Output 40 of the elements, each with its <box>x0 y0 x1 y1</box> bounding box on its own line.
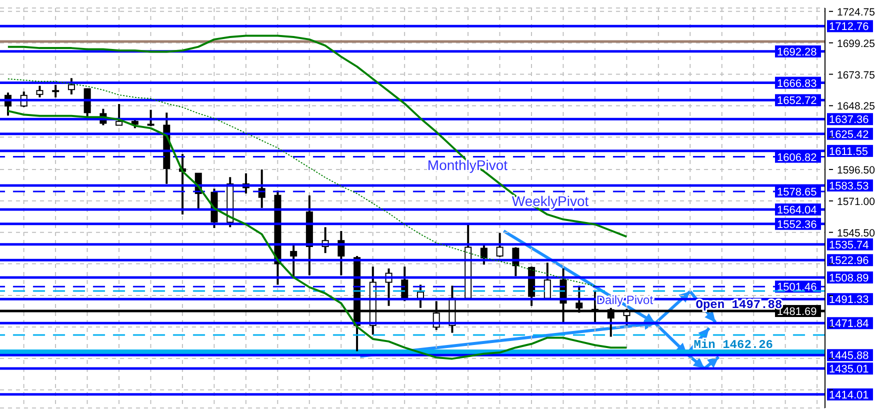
ref-line-label: 1508.89 <box>829 272 869 284</box>
candlestick <box>258 168 266 209</box>
y-tick-label: 1596.50 <box>837 164 875 176</box>
ref-line-label: 1712.76 <box>829 21 869 34</box>
ref-line-label: 1692.28 <box>777 46 817 58</box>
line-series <box>6 110 628 360</box>
y-tick-label: 1673.75 <box>837 69 875 82</box>
ref-line-label: 1625.42 <box>829 128 869 141</box>
ref-line-label: 1564.04 <box>777 204 817 216</box>
ref-line-label: 1583.53 <box>829 180 869 192</box>
y-tick-label: 1648.25 <box>837 100 875 113</box>
candlestick <box>480 243 488 266</box>
y-tick-label: 1724.75 <box>837 6 875 18</box>
ref-line-label: 1491.33 <box>829 294 869 306</box>
ref-line-label: 1637.36 <box>829 114 869 126</box>
ref-line-label: 1445.88 <box>829 350 869 362</box>
ref-line-label: 1666.83 <box>777 78 817 90</box>
line-series <box>6 34 628 238</box>
ref-line-label: 1471.84 <box>829 318 869 330</box>
ref-line-label: 1522.96 <box>829 255 869 268</box>
ref-line-label: 1535.74 <box>829 239 869 252</box>
ref-line-label: 1611.55 <box>829 146 868 158</box>
line-series <box>7 78 596 286</box>
candlestick <box>544 262 551 300</box>
candlestick <box>36 84 44 98</box>
ref-line-label: 1414.01 <box>829 389 869 402</box>
candlestick <box>68 77 75 96</box>
ref-line-label: 1501.46 <box>777 282 817 294</box>
ref-line-label: 1435.01 <box>829 364 869 376</box>
ref-line-label: 1578.65 <box>777 186 817 198</box>
candlestick <box>116 103 123 126</box>
y-tick-label: 1699.25 <box>837 38 875 50</box>
ref-line-label: 1552.36 <box>777 218 817 231</box>
y-tick-label: 1545.50 <box>837 227 875 240</box>
y-tick-label: 1571.00 <box>837 196 875 208</box>
candlestick <box>496 232 504 258</box>
ref-line-label: 1606.82 <box>777 152 817 164</box>
ref-line-label: 1652.72 <box>777 95 817 108</box>
candlestick <box>147 108 154 128</box>
candlestick <box>52 84 60 98</box>
